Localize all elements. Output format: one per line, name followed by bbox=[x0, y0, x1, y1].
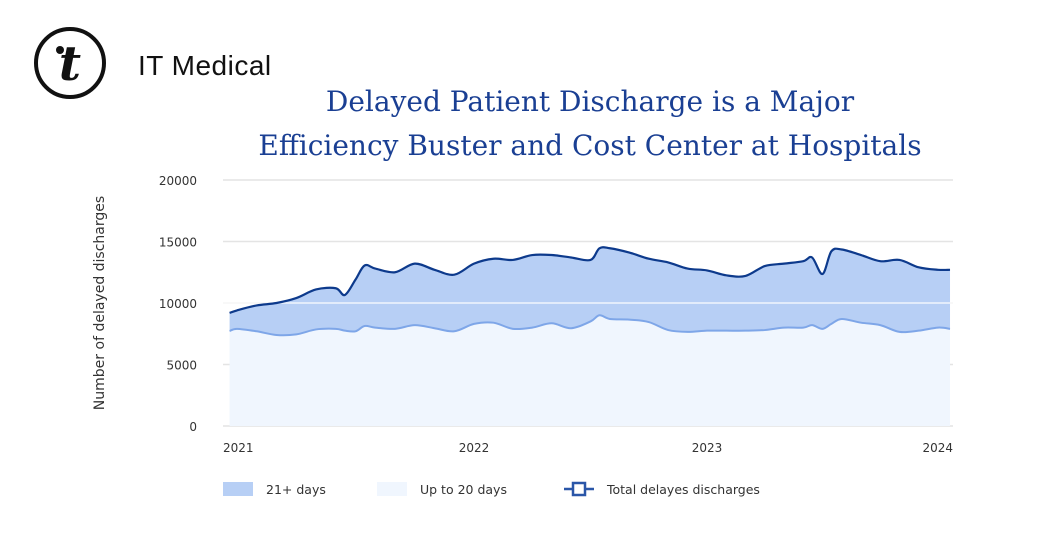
x-tick-label: 2024 bbox=[922, 441, 953, 455]
area-up-to-20-days bbox=[229, 315, 951, 426]
y-tick-label: 5000 bbox=[166, 359, 197, 373]
logo-letter: t bbox=[58, 36, 82, 92]
x-tick-label: 2023 bbox=[692, 441, 723, 455]
legend-label-up-to-20-days: Up to 20 days bbox=[420, 482, 507, 497]
x-tick-label: 2021 bbox=[223, 441, 254, 455]
y-tick-label: 0 bbox=[189, 420, 197, 434]
chart-title-line-2: Efficiency Buster and Cost Center at Hos… bbox=[258, 129, 922, 162]
y-tick-label: 20000 bbox=[159, 174, 197, 188]
logo-dot bbox=[56, 46, 64, 54]
y-tick-label: 10000 bbox=[159, 297, 197, 311]
legend-square-marker-icon bbox=[571, 481, 587, 497]
line-total-delayed-discharges bbox=[229, 246, 951, 315]
legend-label-total: Total delayes discharges bbox=[606, 482, 760, 497]
area-21-plus-days bbox=[229, 247, 951, 336]
legend-swatch-21-plus-days bbox=[223, 482, 253, 496]
x-axis-ticks: 2021 2022 2023 2024 bbox=[223, 441, 953, 455]
brand-logo: t bbox=[34, 27, 106, 99]
brand-name: IT Medical bbox=[138, 50, 272, 81]
y-axis-label: Number of delayed discharges bbox=[92, 196, 108, 410]
legend-label-21-plus-days: 21+ days bbox=[266, 482, 326, 497]
line-up-to-20-days bbox=[229, 314, 951, 337]
chart-title-line-1: Delayed Patient Discharge is a Major bbox=[325, 85, 855, 118]
y-axis-ticks: 0 5000 10000 15000 20000 bbox=[159, 174, 197, 434]
y-tick-label: 15000 bbox=[159, 236, 197, 250]
chart-title: Delayed Patient Discharge is a Major Eff… bbox=[230, 80, 950, 168]
x-tick-label: 2022 bbox=[459, 441, 490, 455]
legend-swatch-up-to-20-days bbox=[377, 482, 407, 496]
legend: 21+ days Up to 20 days Total delayes dis… bbox=[223, 481, 760, 497]
